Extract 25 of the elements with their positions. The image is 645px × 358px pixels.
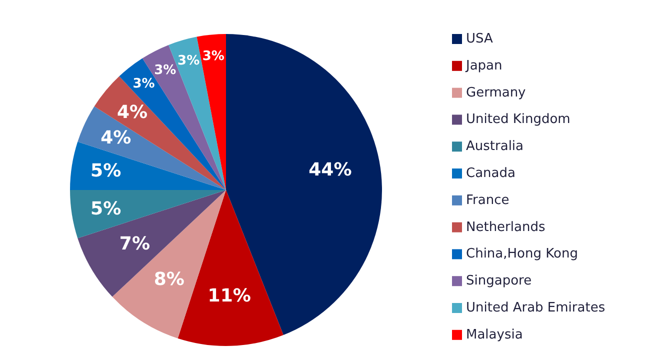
pie-slice (78, 106, 226, 190)
data-label: 44% (308, 160, 352, 181)
legend-label: Singapore (466, 274, 532, 289)
data-label: 3% (132, 76, 155, 92)
legend-label: Netherlands (466, 220, 546, 235)
data-label: 4% (100, 128, 132, 149)
legend-label: Malaysia (466, 327, 523, 342)
legend-label: United Kingdom (466, 112, 570, 128)
data-label: 4% (116, 102, 148, 123)
legend-label: Canada (466, 166, 516, 181)
legend-label: Australia (466, 139, 524, 154)
data-label: 3% (178, 54, 200, 69)
data-label: 8% (154, 269, 184, 290)
data-label: 5% (90, 160, 122, 182)
legend-label: China,Hong Kong (466, 246, 578, 262)
data-label: 3% (202, 48, 224, 64)
legend-label: Germany (466, 85, 526, 100)
legend-label: France (466, 192, 510, 208)
data-label: 11% (208, 286, 251, 307)
legend-label: USA (466, 32, 494, 46)
data-label: 5% (90, 198, 122, 220)
data-label: 3% (154, 62, 176, 78)
data-label: 7% (119, 234, 150, 254)
legend-label: Japan (465, 58, 502, 74)
legend-label: United Arab Emirates (466, 300, 606, 316)
